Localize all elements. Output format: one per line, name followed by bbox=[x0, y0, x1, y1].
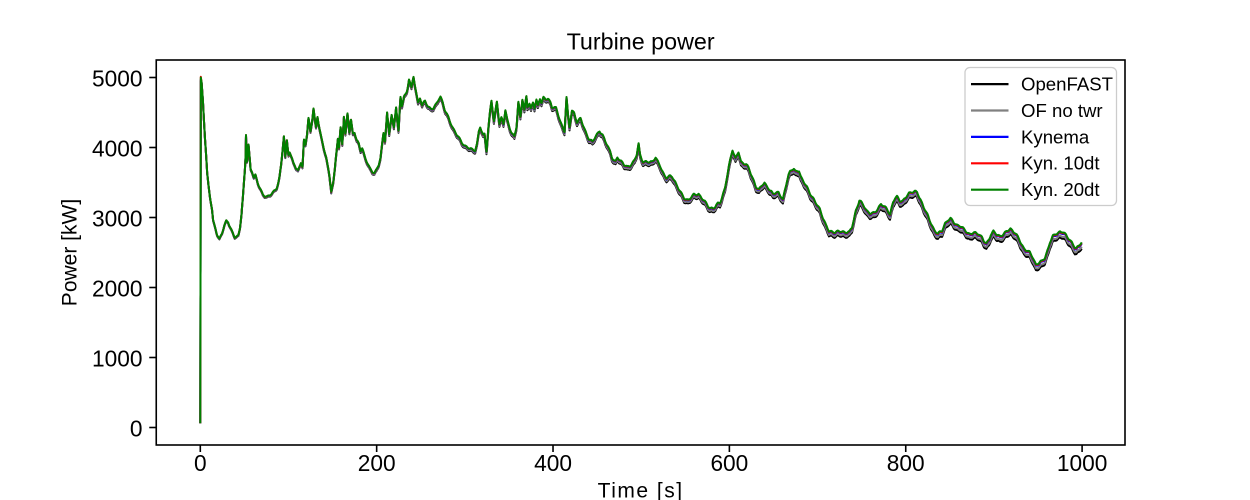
svg-text:3000: 3000 bbox=[92, 206, 142, 232]
svg-text:0: 0 bbox=[130, 416, 143, 442]
svg-text:OF no twr: OF no twr bbox=[1021, 100, 1103, 121]
svg-text:Time [s]: Time [s] bbox=[598, 480, 684, 500]
svg-text:1000: 1000 bbox=[1057, 450, 1107, 476]
svg-text:800: 800 bbox=[887, 450, 925, 476]
svg-text:600: 600 bbox=[710, 450, 748, 476]
svg-text:Power [kW]: Power [kW] bbox=[59, 199, 82, 306]
svg-text:0: 0 bbox=[194, 450, 207, 476]
svg-text:Kyn. 20dt: Kyn. 20dt bbox=[1021, 179, 1100, 200]
svg-text:Turbine power: Turbine power bbox=[567, 29, 715, 55]
svg-text:2000: 2000 bbox=[92, 276, 142, 302]
svg-text:1000: 1000 bbox=[92, 346, 142, 372]
svg-text:OpenFAST: OpenFAST bbox=[1021, 74, 1113, 95]
svg-text:4000: 4000 bbox=[92, 136, 142, 162]
svg-text:5000: 5000 bbox=[92, 66, 142, 92]
svg-text:Kyn. 10dt: Kyn. 10dt bbox=[1021, 153, 1100, 174]
svg-text:400: 400 bbox=[534, 450, 572, 476]
svg-text:200: 200 bbox=[358, 450, 396, 476]
svg-text:Kynema: Kynema bbox=[1021, 126, 1090, 147]
